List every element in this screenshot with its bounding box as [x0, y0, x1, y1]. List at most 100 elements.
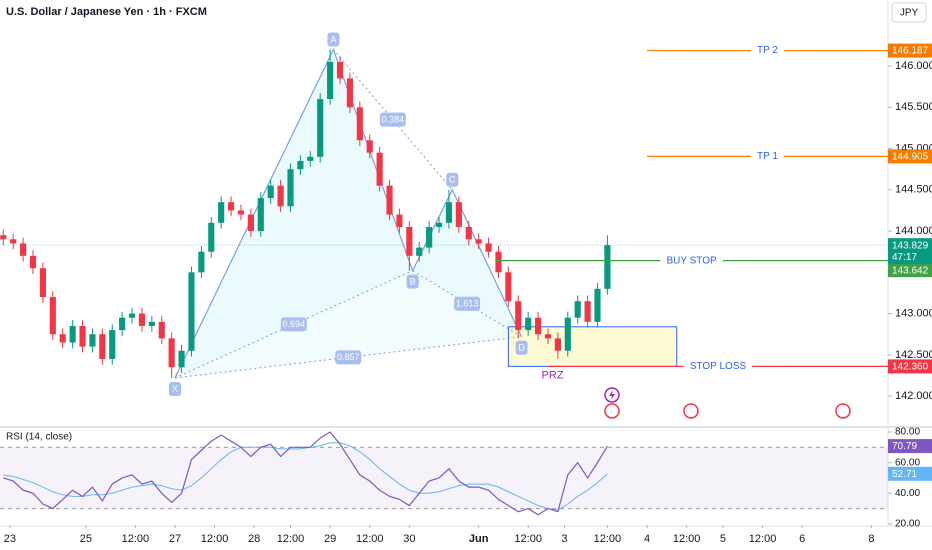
candle-body — [327, 61, 334, 100]
candle-body — [188, 272, 195, 351]
x-tick-label: 30 — [403, 533, 415, 545]
candle-body — [346, 78, 353, 108]
candle-body — [317, 99, 324, 157]
level-value: 146.187 — [892, 46, 929, 57]
candle-body — [495, 251, 502, 273]
candle-body — [59, 334, 66, 343]
ratio-label: 1.613 — [456, 299, 479, 309]
x-tick-label: 4 — [644, 533, 650, 545]
ratio-line — [174, 336, 522, 379]
level-label-bg — [751, 43, 784, 58]
x-tick-label: 12:00 — [277, 533, 305, 545]
currency-button[interactable] — [891, 2, 927, 23]
level-value: 142.360 — [892, 362, 929, 373]
pattern-point-box — [446, 172, 459, 187]
pattern-fill — [174, 270, 522, 378]
candle-body — [228, 202, 235, 211]
candle-body — [366, 140, 373, 153]
ratio-box — [280, 317, 307, 332]
prz-box — [507, 326, 678, 367]
candle-body — [544, 334, 552, 339]
rsi-ma-line — [3, 442, 608, 511]
level-value: 143.642 — [892, 265, 929, 276]
candle-body — [426, 226, 433, 248]
x-tick-label: 3 — [561, 533, 567, 545]
y-tick-label: 143.000 — [895, 307, 932, 319]
candle-body — [574, 301, 581, 318]
x-tick-label: 12:00 — [749, 533, 777, 545]
candle-body — [376, 152, 383, 186]
pattern-fill — [174, 49, 413, 378]
candle-body — [485, 243, 492, 252]
ratio-label: 0.857 — [337, 352, 360, 362]
level-label: STOP LOSS — [690, 361, 747, 372]
ratio-box — [454, 296, 481, 311]
ratio-box — [379, 112, 406, 127]
candle-body — [396, 214, 403, 227]
level-value-box — [888, 43, 932, 58]
prz-label: PRZ — [542, 369, 564, 381]
candle-body — [49, 297, 56, 335]
x-tick-label: 28 — [248, 533, 260, 545]
event-icon[interactable] — [604, 403, 620, 419]
level-value-box — [888, 359, 932, 374]
rsi-line-value: 70.79 — [892, 441, 917, 452]
x-tick-label: 12:00 — [356, 533, 384, 545]
candle-body — [564, 317, 571, 351]
ratio-label: 0.694 — [283, 319, 306, 329]
event-icons — [604, 387, 851, 419]
pattern-point-label: D — [518, 343, 525, 353]
candle-body — [69, 325, 76, 343]
level-label: TP 2 — [757, 45, 778, 56]
level-value: 144.905 — [892, 152, 929, 163]
candle-body — [99, 334, 106, 359]
countdown: 47:17 — [892, 252, 917, 263]
x-tick-label: 12:00 — [514, 533, 542, 545]
last-price-box — [888, 238, 932, 265]
x-tick-label: 8 — [868, 533, 874, 545]
candle-body — [445, 202, 453, 223]
candle-body — [237, 210, 245, 215]
candle-body — [307, 156, 314, 161]
ratio-label: 0.384 — [382, 115, 405, 125]
pattern-point-label: B — [410, 277, 416, 287]
level-label-bg — [683, 359, 753, 374]
candle-body — [594, 288, 601, 322]
x-tick-label: 12:00 — [201, 533, 229, 545]
y-tick-label: 146.000 — [895, 60, 932, 72]
candle-body — [356, 107, 363, 141]
candle-body — [89, 334, 96, 347]
pattern-point-label: C — [449, 175, 456, 185]
candle-body — [465, 226, 472, 240]
candle-body — [109, 330, 116, 359]
y-tick-label: 142.500 — [895, 349, 932, 361]
candle-body — [604, 245, 611, 289]
level-value-box — [888, 149, 932, 164]
candle-body — [475, 239, 482, 244]
x-tick-label: 6 — [799, 533, 805, 545]
x-tick-label: 5 — [720, 533, 726, 545]
candle-body — [39, 268, 46, 298]
candle-body — [406, 226, 413, 256]
pattern-point-box — [515, 340, 528, 355]
event-icon-glyph — [609, 390, 615, 400]
candle-body — [277, 185, 284, 207]
event-icon[interactable] — [683, 403, 699, 419]
candle-body — [247, 214, 254, 232]
chart-title: U.S. Dollar / Japanese Yen · 1h · FXCM — [6, 6, 207, 18]
candle-body — [0, 235, 7, 240]
pattern-point-label: A — [330, 34, 336, 44]
rsi-y-tick-label: 80.00 — [895, 427, 920, 438]
candle-body — [119, 317, 126, 331]
currency[interactable]: JPY — [900, 8, 919, 19]
rsi-line-value-box — [888, 439, 932, 454]
candle-body — [29, 255, 37, 269]
candle-body — [515, 301, 522, 331]
event-icon[interactable] — [835, 403, 851, 419]
candle-body — [178, 350, 185, 368]
rsi-ma-line-value: 52.71 — [892, 469, 917, 480]
rsi-title: RSI (14, close) — [6, 432, 72, 443]
pattern-point-box — [406, 274, 419, 289]
